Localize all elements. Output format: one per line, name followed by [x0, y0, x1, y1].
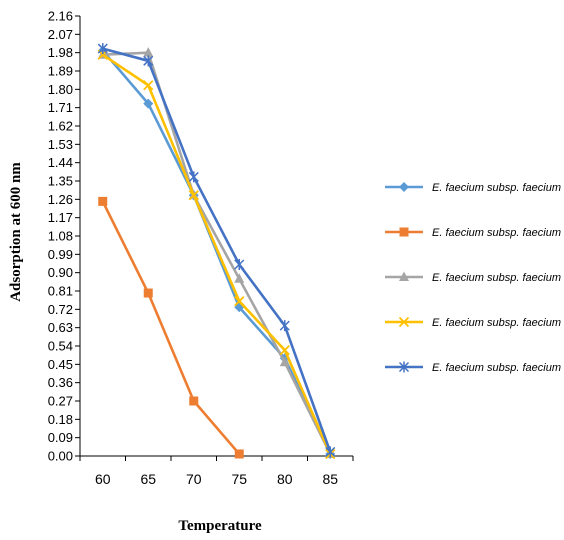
legend-label-4: E. faecium subsp. faecium 4 — [432, 317, 564, 329]
y-tick-label: 1.80 — [48, 82, 73, 97]
y-tick-label: 0.18 — [48, 412, 73, 427]
x-axis: 60 65 70 75 80 85 — [79, 455, 354, 487]
legend-marker-1 — [399, 182, 409, 192]
y-tick-label: 0.45 — [48, 357, 73, 372]
series-line-3 — [102, 51, 332, 455]
series-line-5 — [102, 47, 332, 453]
x-tick-label: 65 — [140, 471, 156, 487]
y-tick-label: 0.54 — [48, 339, 73, 354]
data-point-series-1 — [143, 98, 154, 109]
data-point-series-5 — [143, 55, 154, 67]
x-tick-label: 75 — [231, 471, 247, 487]
y-tick-label: 1.35 — [48, 174, 73, 189]
data-point-series-3 — [143, 47, 154, 57]
data-point-series-4 — [188, 190, 199, 201]
y-tick-label: 2.07 — [48, 27, 73, 42]
x-tick-label: 70 — [186, 471, 202, 487]
x-axis-title: Temperature — [178, 518, 262, 534]
series-line-4 — [102, 53, 332, 455]
y-tick-label: 1.98 — [48, 45, 73, 60]
y-tick-label: 1.17 — [48, 210, 73, 225]
data-point-series-5 — [188, 171, 199, 183]
legend-label-3: E. faecium subsp. faecium 3 — [432, 272, 564, 284]
data-point-series-4 — [234, 296, 245, 307]
data-point-series-2 — [189, 396, 199, 406]
y-tick-label: 0.63 — [48, 320, 73, 335]
x-tick-label: 60 — [95, 471, 111, 487]
y-axis-title: Adsorption at 600 nm — [8, 162, 24, 302]
y-tick-label: 1.26 — [48, 192, 73, 207]
series-line-1 — [101, 49, 332, 455]
legend: E. faecium subsp. faecium 1 E. faecium su… — [385, 182, 564, 374]
y-tick-label: 0.99 — [48, 247, 73, 262]
x-tick-label: 85 — [322, 471, 338, 487]
data-point-series-4 — [279, 344, 290, 356]
y-tick-label: 1.89 — [48, 64, 73, 79]
y-tick-label: 1.53 — [48, 137, 73, 152]
y-tick-label: 1.08 — [48, 229, 73, 244]
data-point-series-5 — [234, 259, 245, 271]
data-point-series-4 — [143, 80, 154, 91]
y-tick-label: 1.62 — [48, 119, 73, 134]
y-tick-label: 0.72 — [48, 302, 73, 317]
series-layer — [97, 43, 336, 460]
legend-marker-5 — [398, 361, 410, 373]
data-point-series-5 — [97, 43, 108, 55]
data-point-series-3 — [279, 356, 290, 367]
legend-marker-4 — [398, 316, 410, 328]
y-tick-label: 0.90 — [48, 265, 73, 280]
data-point-series-5 — [279, 320, 290, 332]
data-point-series-5 — [325, 446, 336, 458]
y-tick-label: 1.44 — [48, 155, 73, 170]
y-tick-label: 0.36 — [48, 375, 73, 390]
legend-label-1: E. faecium subsp. faecium 1 — [432, 182, 564, 194]
y-tick-label: 0.81 — [48, 284, 73, 299]
data-point-series-2 — [143, 288, 153, 298]
legend-marker-3 — [399, 271, 409, 281]
y-axis: 0.00 0.09 0.18 0.27 0.36 0.45 0.54 0.63 0.72 0.81… — [48, 9, 81, 464]
y-tick-label: 0.09 — [48, 430, 73, 445]
legend-marker-2 — [399, 227, 409, 237]
y-tick-label: 0.00 — [48, 449, 73, 464]
series-line-2 — [101, 200, 241, 455]
y-tick-label: 2.16 — [48, 9, 73, 24]
legend-label-5: E. faecium subsp. faecium 5 — [432, 362, 564, 374]
data-point-series-3 — [234, 273, 245, 283]
data-point-series-2 — [98, 196, 108, 206]
y-tick-label: 0.27 — [48, 394, 73, 409]
legend-label-2: E. faecium subsp. faecium 2 — [432, 227, 564, 239]
y-tick-label: 1.71 — [48, 100, 73, 115]
x-tick-label: 80 — [277, 471, 293, 487]
data-point-series-2 — [234, 449, 244, 459]
